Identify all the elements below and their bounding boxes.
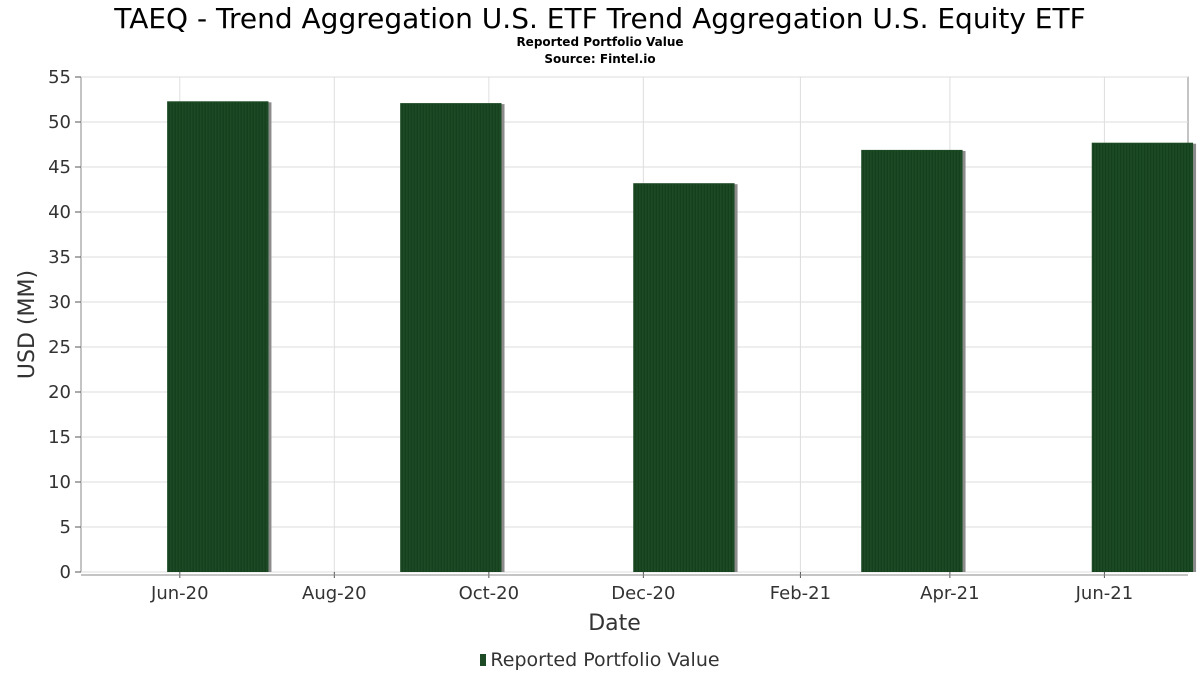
y-tick-label: 35 bbox=[48, 247, 71, 268]
y-tick-label: 55 bbox=[48, 67, 71, 88]
y-tick-label: 50 bbox=[48, 112, 71, 133]
y-tick-label: 25 bbox=[48, 337, 71, 358]
y-tick-label: 10 bbox=[48, 472, 71, 493]
x-tick-label: Jun-20 bbox=[150, 583, 209, 604]
chart-source: Source: Fintel.io bbox=[544, 52, 656, 66]
chart-title: TAEQ - Trend Aggregation U.S. ETF Trend … bbox=[114, 2, 1086, 35]
y-tick-label: 45 bbox=[48, 157, 71, 178]
y-tick-label: 40 bbox=[48, 202, 71, 223]
x-tick-label: Feb-21 bbox=[770, 583, 831, 604]
legend-swatch bbox=[480, 654, 487, 666]
x-tick-label: Apr-21 bbox=[920, 583, 979, 604]
chart-legend: Reported Portfolio Value bbox=[0, 648, 1200, 672]
x-tick-label: Jun-21 bbox=[1075, 583, 1134, 604]
x-tick-label: Dec-20 bbox=[611, 583, 675, 604]
x-tick-label: Oct-20 bbox=[459, 583, 520, 604]
y-tick-label: 30 bbox=[48, 292, 71, 313]
y-axis-label: USD (MM) bbox=[15, 270, 40, 379]
chart-subtitle: Reported Portfolio Value bbox=[516, 35, 684, 49]
y-tick-label: 5 bbox=[60, 517, 71, 538]
y-tick-label: 15 bbox=[48, 427, 71, 448]
x-tick-label: Aug-20 bbox=[302, 583, 367, 604]
y-tick-label: 0 bbox=[60, 562, 71, 583]
legend-label: Reported Portfolio Value bbox=[490, 649, 720, 671]
y-tick-label: 20 bbox=[48, 382, 71, 403]
x-axis-label: Date bbox=[588, 611, 641, 636]
